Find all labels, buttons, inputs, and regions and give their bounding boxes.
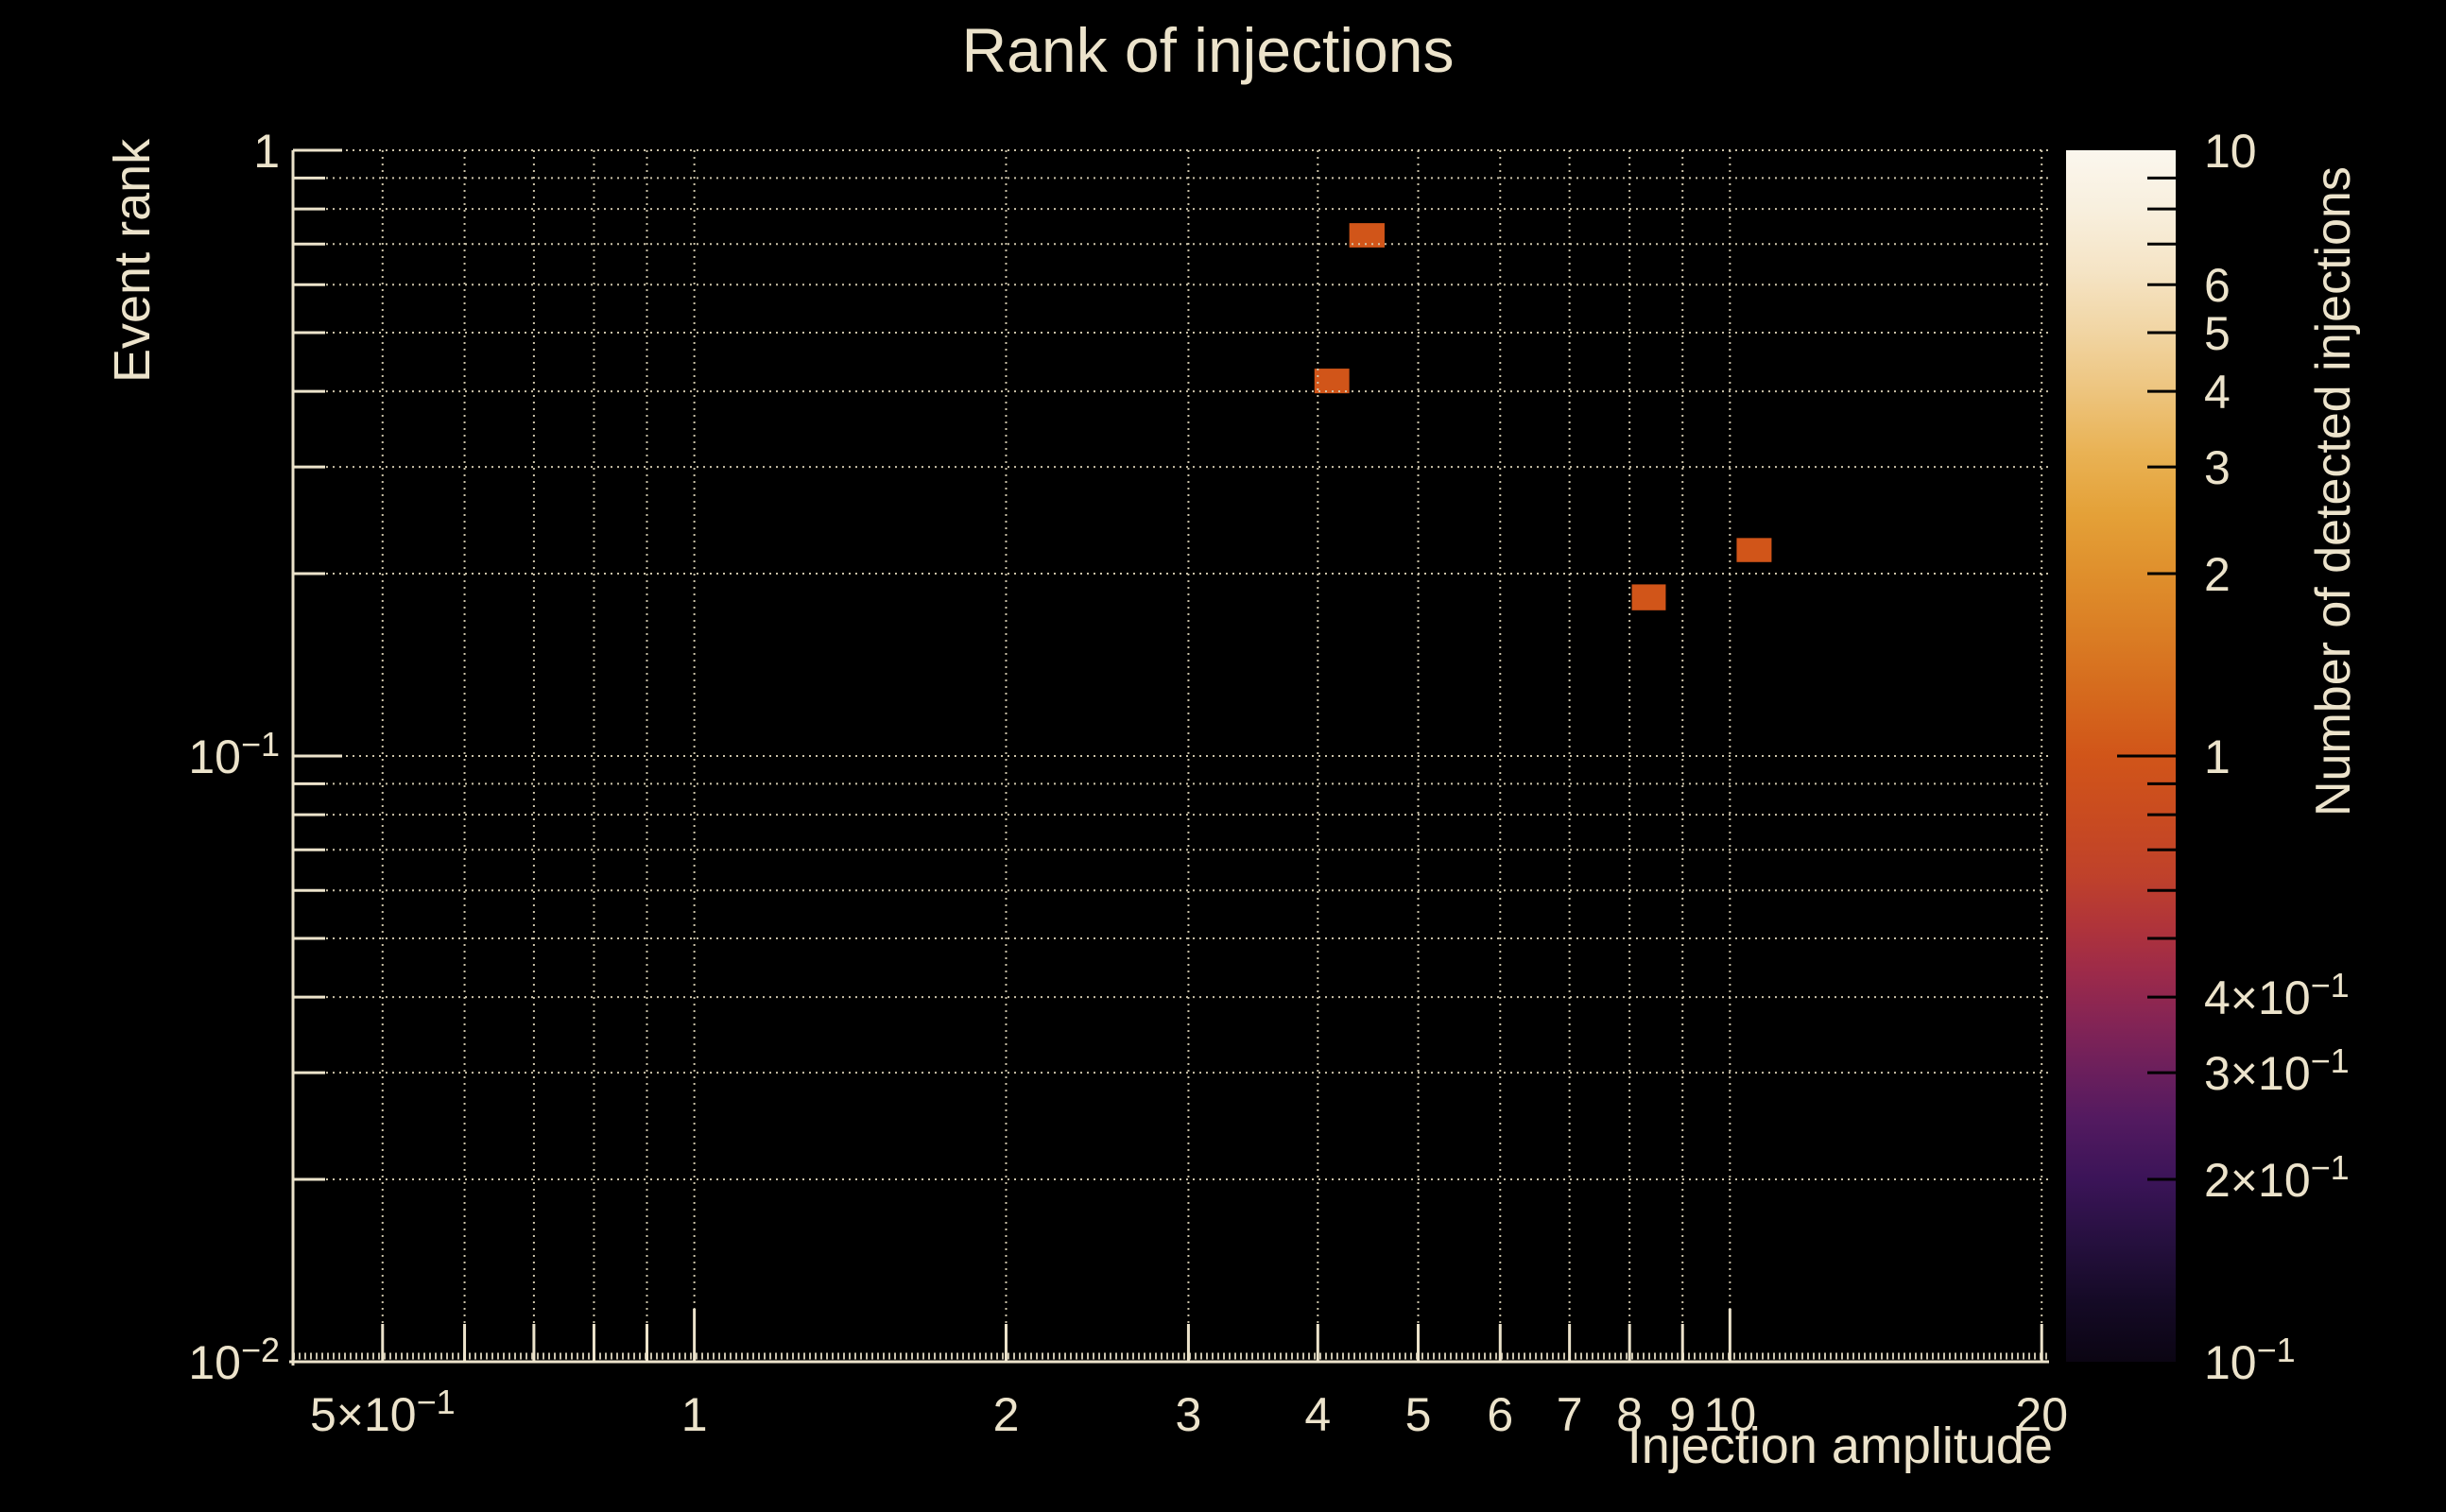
y-tick-label: 10−2 <box>188 1331 280 1389</box>
x-tick-label: 2 <box>993 1388 1020 1441</box>
x-tick-label: 3 <box>1176 1388 1202 1441</box>
y-tick-label: 10−1 <box>188 725 280 783</box>
y-tick-label: 1 <box>253 125 280 178</box>
colorbar-tick-label: 2 <box>2204 548 2231 601</box>
axis-ticks <box>293 148 2049 1364</box>
x-tick-label: 1 <box>681 1388 708 1441</box>
gridlines <box>293 149 2049 1362</box>
x-tick-label: 20 <box>2015 1388 2068 1441</box>
y-tick-labels: 1 10−1 10−2 <box>188 125 280 1389</box>
x-tick-label: 8 <box>1616 1388 1643 1441</box>
x-tick-label: 4 <box>1304 1388 1331 1441</box>
heatmap-cells <box>1314 223 1772 610</box>
x-tick-label: 5×10−1 <box>310 1383 456 1441</box>
chart-title: Rank of injections <box>962 15 1455 85</box>
heatmap-cell <box>1314 369 1350 394</box>
colorbar-tick-label: 5 <box>2204 307 2231 360</box>
colorbar-tick-label: 3 <box>2204 441 2231 494</box>
colorbar-tick-label: 3×10−1 <box>2204 1041 2350 1100</box>
colorbar-tick-label: 6 <box>2204 259 2231 312</box>
y-axis-title: Event rank <box>104 138 161 383</box>
x-tick-label: 7 <box>1557 1388 1583 1441</box>
heatmap-cell <box>1736 538 1772 562</box>
colorbar-title: Number of detected injections <box>2306 166 2361 816</box>
x-tick-label: 6 <box>1487 1388 1513 1441</box>
colorbar-tick-label: 4×10−1 <box>2204 966 2350 1024</box>
heatmap-cell <box>1631 584 1666 610</box>
x-axis-title: Injection amplitude <box>1628 1418 2053 1474</box>
colorbar-tick-label: 2×10−1 <box>2204 1148 2350 1207</box>
colorbar-tick-label: 10 <box>2204 125 2257 178</box>
colorbar-tick-label: 10−1 <box>2204 1331 2296 1389</box>
x-tick-labels: 5×10−1 1 2 3 4 5 6 7 8 9 10 20 <box>310 1383 2068 1441</box>
x-tick-label: 5 <box>1405 1388 1432 1441</box>
colorbar-tick-label: 4 <box>2204 366 2231 419</box>
x-tick-label: 9 <box>1669 1388 1696 1441</box>
x-tick-label: 10 <box>1704 1388 1757 1441</box>
plot-frame <box>289 150 2049 1366</box>
colorbar-tick-label: 1 <box>2204 730 2231 783</box>
colorbar: 10 65 4 3 2 1 4×10−1 3×10−1 2×10−1 10−1 <box>2066 125 2350 1389</box>
